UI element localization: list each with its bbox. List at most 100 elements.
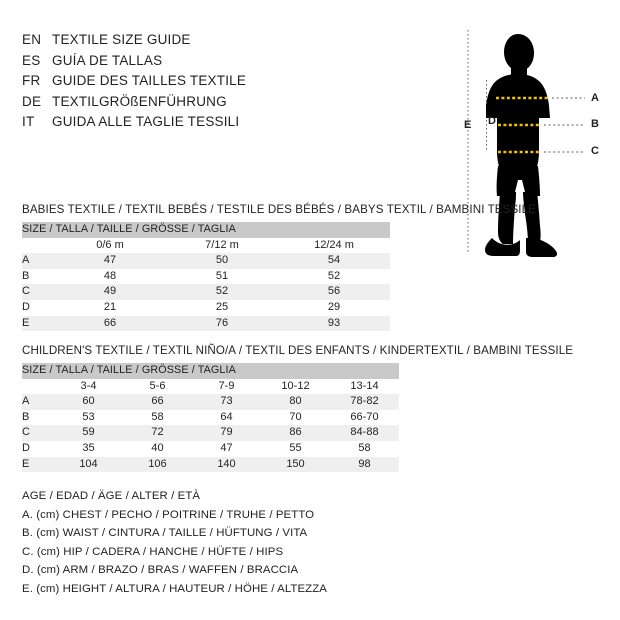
children-cell-c-2: 79 xyxy=(192,425,261,441)
language-label: TEXTILE SIZE GUIDE xyxy=(52,32,191,47)
children-band-header-row: SIZE / TALLA / TAILLE / GRÖSSE / TAGLIA xyxy=(22,363,399,379)
babies-cell-c-1: 52 xyxy=(166,284,278,300)
legend-line-b: B. (cm) WAIST / CINTURA / TAILLE / HÜFTU… xyxy=(22,527,308,540)
language-code: EN xyxy=(22,32,42,47)
children-cell-a-0: 60 xyxy=(54,394,123,410)
children-cell-b-1: 58 xyxy=(123,409,192,426)
children-row-key-b: B xyxy=(22,409,54,426)
children-cell-c-3: 86 xyxy=(261,425,330,441)
children-cell-e-0: 104 xyxy=(54,456,123,473)
babies-cell-c-0: 49 xyxy=(54,284,166,300)
children-cell-d-0: 35 xyxy=(54,440,123,457)
babies-row-key-e: E xyxy=(22,315,54,332)
babies-row-key-a: A xyxy=(22,253,54,269)
babies-cell-b-1: 51 xyxy=(166,268,278,285)
children-cell-b-2: 64 xyxy=(192,409,261,426)
language-label: TEXTILGRÖßENFÜHRUNG xyxy=(52,93,227,109)
babies-size-2: 12/24 m xyxy=(278,237,390,254)
babies-cell-e-1: 76 xyxy=(166,315,278,332)
table-row: B 48 51 52 xyxy=(22,268,390,285)
language-label: GUIDA ALLE TAGLIE TESSILI xyxy=(52,114,240,129)
children-cell-d-2: 47 xyxy=(192,440,261,457)
legend-line-e: E. (cm) HEIGHT / ALTURA / HAUTEUR / HÖHE… xyxy=(22,582,327,595)
babies-size-1: 7/12 m xyxy=(166,237,278,254)
children-sizes-corner xyxy=(22,378,54,395)
children-cell-a-3: 80 xyxy=(261,394,330,410)
legend-line-c: C. (cm) HIP / CADERA / HANCHE / HÜFTE / … xyxy=(22,545,284,558)
children-band-label: SIZE / TALLA / TAILLE / GRÖSSE / TAGLIA xyxy=(22,363,399,379)
children-size-0: 3-4 xyxy=(54,378,123,395)
children-cell-c-4: 84-88 xyxy=(330,425,399,441)
babies-cell-b-2: 52 xyxy=(278,268,390,285)
children-row-key-e: E xyxy=(22,456,54,473)
children-row-key-c: C xyxy=(22,425,54,441)
babies-cell-e-2: 93 xyxy=(278,315,390,332)
children-cell-a-2: 73 xyxy=(192,394,261,410)
babies-section: BABIES TEXTILE / TEXTIL BEBÉS / TESTILE … xyxy=(22,203,537,332)
table-row: E 66 76 93 xyxy=(22,315,390,332)
babies-sizes-corner xyxy=(22,237,54,254)
children-size-4: 13-14 xyxy=(330,378,399,395)
children-size-table: SIZE / TALLA / TAILLE / GRÖSSE / TAGLIA … xyxy=(22,363,399,473)
language-row-fr: FR GUIDE DES TAILLES TEXTILE xyxy=(22,73,442,94)
language-code: DE xyxy=(22,93,42,109)
children-cell-b-3: 70 xyxy=(261,409,330,426)
babies-cell-d-1: 25 xyxy=(166,299,278,316)
children-cell-c-1: 72 xyxy=(123,425,192,441)
language-code: IT xyxy=(22,114,35,129)
babies-size-0: 0/6 m xyxy=(54,237,166,254)
babies-cell-a-0: 47 xyxy=(54,253,166,269)
children-cell-a-1: 66 xyxy=(123,394,192,410)
children-cell-a-4: 78-82 xyxy=(330,394,399,410)
table-row: A 60 66 73 80 78-82 xyxy=(22,394,399,410)
table-row: D 21 25 29 xyxy=(22,299,390,316)
language-label: GUIDE DES TAILLES TEXTILE xyxy=(52,73,247,88)
figure-label-b: B xyxy=(591,118,600,130)
babies-cell-c-2: 56 xyxy=(278,284,390,300)
children-cell-d-4: 58 xyxy=(330,440,399,457)
children-row-key-a: A xyxy=(22,394,54,410)
babies-cell-e-0: 66 xyxy=(54,315,166,332)
figure-label-c: C xyxy=(591,145,600,157)
language-row-en: EN TEXTILE SIZE GUIDE xyxy=(22,32,442,53)
babies-row-key-d: D xyxy=(22,299,54,316)
children-cell-e-3: 150 xyxy=(261,456,330,473)
table-row: A 47 50 54 xyxy=(22,253,390,269)
figure-label-e: E xyxy=(464,119,472,131)
babies-cell-b-0: 48 xyxy=(54,268,166,285)
babies-row-key-b: B xyxy=(22,268,54,285)
babies-cell-d-2: 29 xyxy=(278,299,390,316)
children-cell-c-0: 59 xyxy=(54,425,123,441)
children-cell-b-4: 66-70 xyxy=(330,409,399,426)
babies-band-label: SIZE / TALLA / TAILLE / GRÖSSE / TAGLIA xyxy=(22,222,390,238)
babies-sizes-row: 0/6 m 7/12 m 12/24 m xyxy=(22,237,390,254)
table-row: E 104 106 140 150 98 xyxy=(22,456,399,473)
children-cell-d-3: 55 xyxy=(261,440,330,457)
children-cell-e-2: 140 xyxy=(192,456,261,473)
language-row-es: ES GUÍA DE TALLAS xyxy=(22,53,442,74)
measurement-legend: AGE / EDAD / ÄGE / ALTER / ETÀ A. (cm) C… xyxy=(22,487,327,599)
babies-row-key-c: C xyxy=(22,284,54,300)
language-label: GUÍA DE TALLAS xyxy=(52,52,163,68)
language-code: ES xyxy=(22,52,41,68)
children-cell-d-1: 40 xyxy=(123,440,192,457)
babies-size-table: SIZE / TALLA / TAILLE / GRÖSSE / TAGLIA … xyxy=(22,222,390,332)
children-section: CHILDREN'S TEXTILE / TEXTIL NIÑO/A / TEX… xyxy=(22,344,574,473)
legend-line-d: D. (cm) ARM / BRAZO / BRAS / WAFFEN / BR… xyxy=(22,564,299,577)
table-row: C 49 52 56 xyxy=(22,284,390,300)
children-section-title: CHILDREN'S TEXTILE / TEXTIL NIÑO/A / TEX… xyxy=(22,344,574,357)
table-row: D 35 40 47 55 58 xyxy=(22,440,399,457)
language-code: FR xyxy=(22,73,41,88)
language-row-de: DE TEXTILGRÖßENFÜHRUNG xyxy=(22,94,442,115)
babies-section-title: BABIES TEXTILE / TEXTIL BEBÉS / TESTILE … xyxy=(22,203,537,216)
babies-band-header-row: SIZE / TALLA / TAILLE / GRÖSSE / TAGLIA xyxy=(22,222,390,238)
children-size-2: 7-9 xyxy=(192,378,261,395)
babies-cell-d-0: 21 xyxy=(54,299,166,316)
children-cell-b-0: 53 xyxy=(54,409,123,426)
child-silhouette-icon xyxy=(467,30,585,257)
children-size-1: 5-6 xyxy=(123,378,192,395)
children-sizes-row: 3-4 5-6 7-9 10-12 13-14 xyxy=(22,378,399,395)
figure-label-d: D xyxy=(488,115,497,127)
children-row-key-d: D xyxy=(22,440,54,457)
babies-cell-a-1: 50 xyxy=(166,253,278,269)
